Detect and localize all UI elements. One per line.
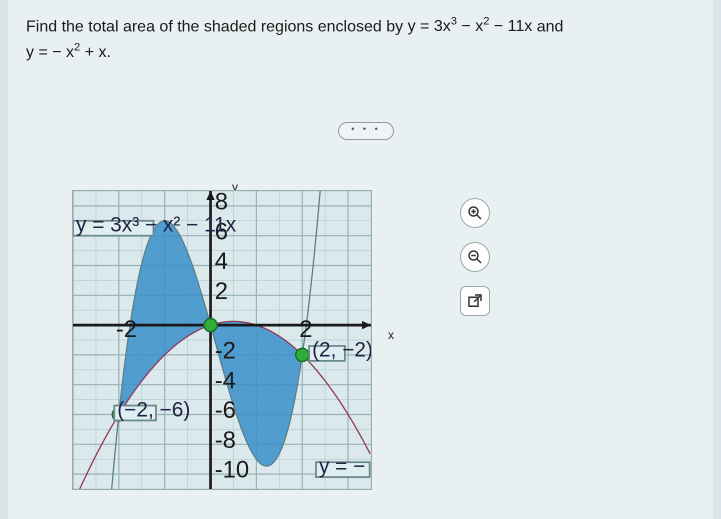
svg-text:2: 2 xyxy=(299,316,312,343)
svg-text:y = − x² + x: y = − x² + x xyxy=(319,455,371,478)
svg-text:-2: -2 xyxy=(215,337,236,364)
more-dots: • • • xyxy=(351,124,380,134)
open-external-button[interactable] xyxy=(460,286,490,316)
zoom-in-icon xyxy=(466,204,484,222)
question-text: Find the total area of the shaded region… xyxy=(26,14,695,66)
svg-text:(2, −2): (2, −2) xyxy=(312,339,371,362)
zoom-out-button[interactable] xyxy=(460,242,490,272)
x-axis-label: x xyxy=(388,328,394,342)
svg-text:(−2, −6): (−2, −6) xyxy=(117,398,190,421)
zoom-out-icon xyxy=(466,248,484,266)
graph-area[interactable]: -10-8-6-4-22468-22 y = 3x³ − x² − 11xy =… xyxy=(72,190,372,490)
question-prefix: Find the total area of the shaded region… xyxy=(26,18,408,35)
svg-text:y = 3x³ − x² − 11x: y = 3x³ − x² − 11x xyxy=(76,214,237,237)
svg-text:-8: -8 xyxy=(215,427,236,454)
svg-text:-6: -6 xyxy=(215,397,236,424)
graph-controls xyxy=(460,198,490,316)
svg-text:2: 2 xyxy=(215,278,228,305)
equation-1: y = 3x3 − x2 − 11x xyxy=(408,18,533,35)
equation-2: y = − x2 + x. xyxy=(26,44,111,61)
question-panel: Find the total area of the shaded region… xyxy=(8,0,713,519)
zoom-in-button[interactable] xyxy=(460,198,490,228)
more-options-button[interactable]: • • • xyxy=(338,122,394,140)
svg-text:-10: -10 xyxy=(215,457,249,484)
question-joiner: and xyxy=(537,18,564,35)
svg-text:-2: -2 xyxy=(116,316,137,343)
svg-text:8: 8 xyxy=(215,191,228,215)
graph-svg: -10-8-6-4-22468-22 y = 3x³ − x² − 11xy =… xyxy=(73,191,371,489)
open-external-icon xyxy=(466,292,484,310)
svg-text:-4: -4 xyxy=(215,367,236,394)
svg-text:4: 4 xyxy=(215,248,228,275)
